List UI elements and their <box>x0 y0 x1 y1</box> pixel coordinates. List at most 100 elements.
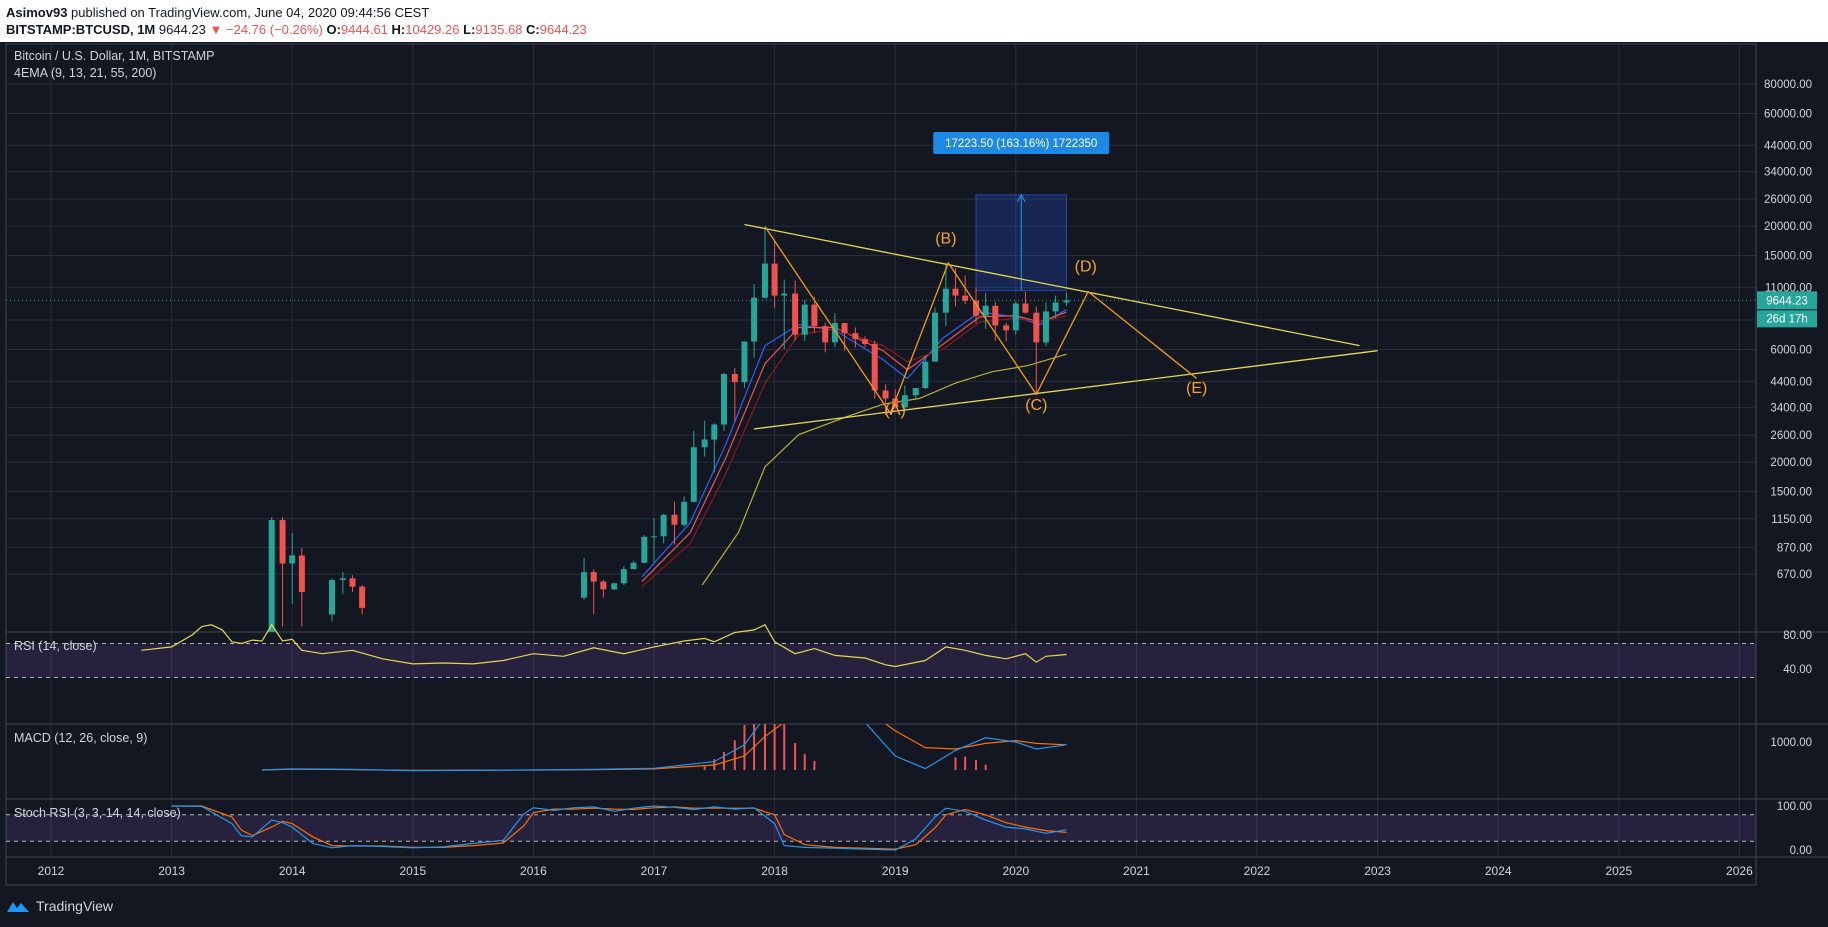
candle <box>771 241 778 308</box>
candle-body <box>731 373 738 383</box>
candle-body <box>671 514 678 525</box>
high-value: 10429.26 <box>405 22 460 37</box>
candle-body <box>962 295 969 301</box>
candle-body <box>1042 311 1049 343</box>
time-tick-label: 2025 <box>1605 864 1632 878</box>
chart-canvas[interactable]: 2012 2013 2014 2015 2016 2017 2018 2019 2020 2021… <box>0 42 1828 892</box>
candle-body <box>590 572 597 582</box>
stoch-tick-label: 100.00 <box>1777 801 1812 813</box>
tradingview-logo-icon <box>7 902 29 912</box>
candle <box>651 518 657 563</box>
rsi-band <box>6 643 1756 678</box>
price-tick-label: 44000.00 <box>1764 140 1812 152</box>
candle-body <box>912 387 919 396</box>
ohlc-line: BITSTAMP:BTCUSD, 1M 9644.23 ▼ −24.76 (−0… <box>6 22 587 37</box>
candle-body <box>822 326 829 343</box>
footer-brand[interactable]: TradingView <box>6 898 113 914</box>
candle <box>892 389 899 409</box>
stoch-label: Stoch RSI (3, 3, 14, 14, close) <box>14 806 181 820</box>
measure-label-box <box>933 132 1110 154</box>
time-tick-label: 2024 <box>1485 864 1512 878</box>
price-tick-label: 80000.00 <box>1764 79 1812 91</box>
countdown-badge <box>1757 310 1817 328</box>
candle <box>630 560 637 570</box>
last-price: 9644.23 <box>158 22 206 37</box>
candle-body <box>781 293 788 296</box>
candle <box>279 517 286 627</box>
candle-body <box>982 305 989 316</box>
candle <box>781 279 788 349</box>
author-name[interactable]: Asimov93 <box>6 5 68 20</box>
candle <box>681 496 688 527</box>
macd-tick-label: 1000.00 <box>1770 737 1812 749</box>
open-label: O: <box>326 22 341 37</box>
candle-body <box>1063 300 1070 303</box>
candle-body <box>339 578 346 580</box>
open-value: 9444.61 <box>340 22 388 37</box>
price-tick-label: 34000.00 <box>1764 167 1812 179</box>
candle <box>801 299 808 341</box>
high-label: H: <box>391 22 406 37</box>
candle-body <box>992 305 999 326</box>
candle-body <box>641 536 648 563</box>
candle-body <box>611 583 618 590</box>
candle <box>690 430 697 502</box>
candle-body <box>901 395 908 408</box>
candle <box>1022 291 1029 314</box>
candle-body <box>289 555 296 564</box>
candle-body <box>741 341 748 383</box>
candle <box>620 566 627 585</box>
candle <box>741 341 748 388</box>
candle <box>1033 306 1040 395</box>
price-tick-label: 1150.00 <box>1771 514 1812 526</box>
wave-label: (B) <box>935 230 956 247</box>
candle-body <box>922 361 929 388</box>
candle-body <box>751 297 758 342</box>
candle-body <box>952 288 959 296</box>
candle <box>1052 295 1059 319</box>
close-label: C: <box>526 22 540 37</box>
candle-body <box>600 581 607 590</box>
candle-body <box>690 447 697 502</box>
candle-body <box>792 293 799 335</box>
candle-body <box>651 536 657 538</box>
brand-name: TradingView <box>36 898 114 914</box>
stoch-band <box>6 814 1756 842</box>
macd-pane <box>261 724 1067 772</box>
price-tick-label: 60000.00 <box>1764 108 1812 120</box>
candle <box>731 368 738 422</box>
indicator-label: 4EMA (9, 13, 21, 55, 200) <box>14 66 156 80</box>
candle <box>982 292 989 329</box>
candle <box>852 327 859 348</box>
candle-body <box>811 304 818 327</box>
stoch-tick-label: 0.00 <box>1790 845 1812 857</box>
rsi-tick-label: 40.00 <box>1783 664 1812 676</box>
candle-body <box>620 569 627 584</box>
candle-body <box>701 439 708 448</box>
candle-body <box>831 322 838 343</box>
current-price-label: 9644.23 <box>1766 295 1808 307</box>
candle <box>1012 301 1019 335</box>
main-pane <box>268 193 1378 632</box>
candle <box>289 533 296 604</box>
countdown-label: 26d 17h <box>1766 313 1808 325</box>
candle-body <box>1012 303 1019 331</box>
candle <box>792 280 799 341</box>
time-tick-label: 2013 <box>158 864 185 878</box>
candle-body <box>973 300 980 316</box>
price-tick-label: 1500.00 <box>1770 487 1812 499</box>
wave-label: (A) <box>885 402 906 419</box>
candle <box>942 262 949 327</box>
macd-label: MACD (12, 26, close, 9) <box>14 731 147 745</box>
time-tick-label: 2021 <box>1123 864 1150 878</box>
price-tick-label: 870.00 <box>1777 542 1812 554</box>
candle <box>600 579 607 598</box>
wave-label: (C) <box>1025 397 1047 414</box>
candle-body <box>862 339 869 344</box>
candle <box>359 584 366 615</box>
time-tick-label: 2022 <box>1244 864 1271 878</box>
time-tick-label: 2012 <box>38 864 65 878</box>
candle-body <box>841 322 848 334</box>
candle-body <box>942 288 949 313</box>
candle-body <box>852 333 859 340</box>
